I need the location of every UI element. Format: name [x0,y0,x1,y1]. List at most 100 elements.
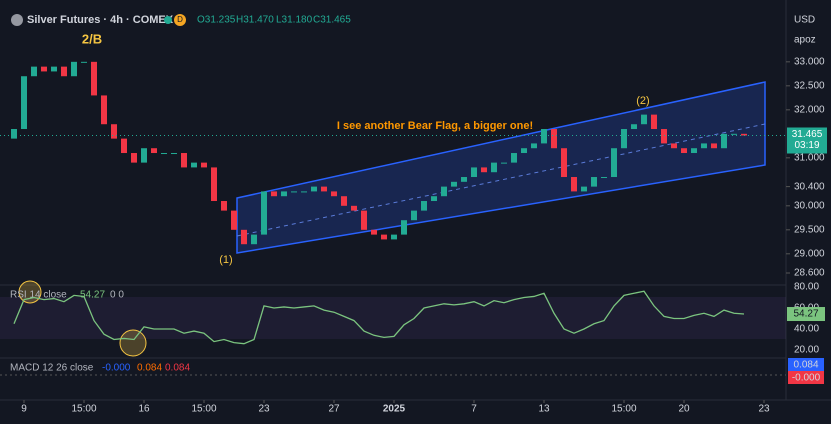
candle [371,229,377,235]
candle [41,66,47,72]
y-tick-label: 31.000 [794,152,825,163]
ohlc-high: H31.470 [236,15,274,26]
x-tick-label: 23 [758,404,770,415]
candle [451,181,457,187]
y-tick-label: 29.500 [794,224,825,235]
rsi-tick-label: 40.00 [794,324,819,335]
candle [231,210,237,230]
candle [531,143,537,149]
x-tick-label: 20 [678,404,690,415]
candle [301,191,307,193]
x-tick-label: 13 [538,404,550,415]
candle [271,191,277,197]
ohlc-low: L31.180 [276,15,313,26]
rsi-extra: 0 0 [110,290,124,301]
candle [441,186,447,197]
x-tick-label: 16 [138,404,150,415]
candle [341,196,347,206]
macd-box [788,358,824,371]
candle [401,220,407,235]
candle [81,61,87,63]
candle [481,167,487,173]
candle [331,191,337,197]
candle [151,148,157,154]
y-tick-label: 29.000 [794,248,825,259]
macd-reading: -0.000 [102,363,131,374]
candle [511,153,517,163]
candle [741,133,747,136]
x-tick-label: 23 [258,404,270,415]
annotation: (2) [636,95,649,107]
candle [651,114,657,130]
candle [561,148,567,178]
candle [681,148,687,154]
channel-midline [236,123,766,237]
annotation: 2/B [82,31,102,46]
rsi-box [787,307,825,322]
candle [191,162,197,168]
annotation: (1) [219,254,232,266]
highlight-circle [119,329,147,357]
candle [661,129,667,144]
candle [461,177,467,182]
candle [171,153,177,155]
macd-box-label: -0.000 [792,373,821,384]
macd-reading: 0.084 [137,363,162,374]
candle [411,210,417,221]
last-price-box [787,127,827,154]
badge: D [177,15,183,24]
x-tick-label: 15:00 [611,404,636,415]
candle [221,201,227,211]
candle [731,133,737,135]
candle [211,167,217,202]
candle [311,186,317,192]
candle [181,153,187,168]
candle [711,143,717,149]
user[interactable]: apoz [794,35,816,46]
rsi-label: RSI 14 close [10,290,67,301]
candle [611,148,617,178]
candle [141,148,147,163]
y-tick-label: 28.600 [794,268,825,279]
macd-box [788,371,824,384]
candle [641,114,647,125]
last-price-label: 31.465 [792,129,823,140]
status-dot [164,16,172,24]
candle [281,191,287,197]
countdown: 03:19 [794,140,819,151]
symbol-icon [11,14,23,26]
y-tick-label: 32.000 [794,104,825,115]
rsi-line [13,290,745,345]
candle [521,148,527,154]
candle [671,143,677,149]
y-tick-label: 30.400 [794,181,825,192]
candle [501,162,507,164]
rsi-reading: 54.27 [80,290,105,301]
rsi-band [0,297,786,339]
symbol: Silver Futures · 4h · COMEX [27,14,174,26]
candle [351,205,357,211]
ohlc-close: C31.465 [313,15,351,26]
candle [541,129,547,144]
x-tick-label: 27 [328,404,340,415]
currency[interactable]: USD [794,15,815,26]
candle [621,129,627,149]
badge-bg [174,14,186,26]
candle [701,143,707,149]
candle [601,177,607,179]
candle [591,177,597,187]
x-tick-label: 15:00 [191,404,216,415]
y-tick-label: 30.000 [794,200,825,211]
candle [391,234,397,240]
rsi-tick-label: 20.00 [794,345,819,356]
macd-reading: 0.084 [165,363,190,374]
y-tick-label: 32.500 [794,80,825,91]
y-tick-label: 33.000 [794,56,825,67]
candle [101,95,107,125]
candle [11,129,17,139]
x-tick-label: 15:00 [71,404,96,415]
candle [161,153,167,155]
candle [581,186,587,192]
